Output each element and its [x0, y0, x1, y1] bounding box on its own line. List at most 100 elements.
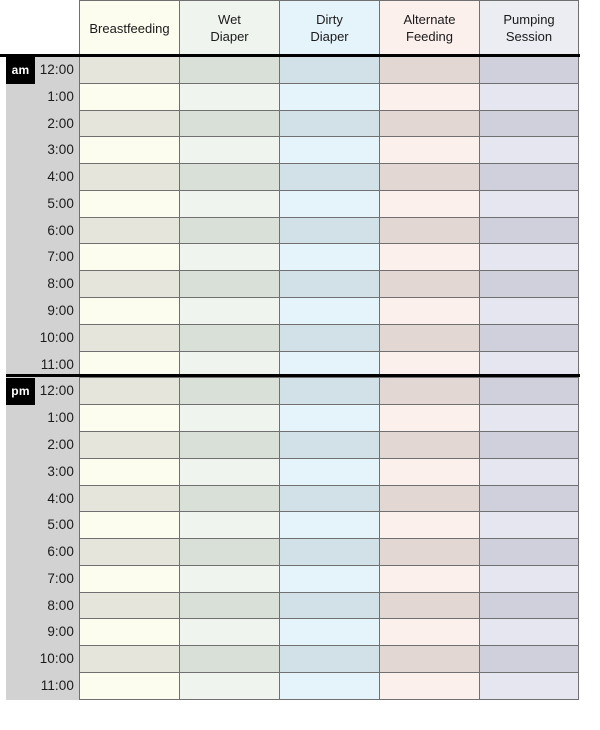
cell-pumping-session-8[interactable] — [480, 271, 578, 299]
cell-dirty-diaper-3[interactable] — [280, 137, 379, 165]
cell-wet-diaper-8[interactable] — [180, 271, 279, 299]
cell-alternate-feeding-9[interactable] — [380, 298, 479, 325]
cell-pumping-session-1[interactable] — [480, 83, 578, 111]
cell-wet-diaper-20[interactable] — [180, 592, 279, 620]
cell-breastfeeding-19[interactable] — [80, 565, 179, 593]
cell-dirty-diaper-21[interactable] — [280, 619, 379, 647]
cell-pumping-session-5[interactable] — [480, 190, 578, 218]
cell-pumping-session-17[interactable] — [480, 512, 578, 540]
cell-pumping-session-15[interactable] — [480, 458, 578, 486]
cell-dirty-diaper-19[interactable] — [280, 565, 379, 593]
cell-wet-diaper-2[interactable] — [180, 110, 279, 138]
cell-alternate-feeding-8[interactable] — [380, 271, 479, 299]
cell-dirty-diaper-13[interactable] — [280, 405, 379, 432]
cell-breastfeeding-20[interactable] — [80, 592, 179, 620]
cell-dirty-diaper-15[interactable] — [280, 458, 379, 486]
cell-pumping-session-23[interactable] — [480, 672, 578, 700]
cell-dirty-diaper-6[interactable] — [280, 217, 379, 245]
cell-alternate-feeding-2[interactable] — [380, 110, 479, 138]
cell-dirty-diaper-23[interactable] — [280, 672, 379, 700]
cell-breastfeeding-3[interactable] — [80, 137, 179, 165]
cell-wet-diaper-18[interactable] — [180, 539, 279, 566]
cell-breastfeeding-21[interactable] — [80, 619, 179, 647]
cell-wet-diaper-10[interactable] — [180, 324, 279, 352]
cell-wet-diaper-11[interactable] — [180, 351, 279, 379]
cell-wet-diaper-4[interactable] — [180, 164, 279, 191]
cell-alternate-feeding-10[interactable] — [380, 324, 479, 352]
cell-dirty-diaper-0[interactable] — [280, 57, 379, 84]
cell-pumping-session-0[interactable] — [480, 57, 578, 84]
cell-pumping-session-18[interactable] — [480, 539, 578, 566]
cell-breastfeeding-4[interactable] — [80, 164, 179, 191]
cell-dirty-diaper-12[interactable] — [280, 378, 379, 406]
cell-dirty-diaper-18[interactable] — [280, 539, 379, 566]
cell-wet-diaper-23[interactable] — [180, 672, 279, 700]
cell-breastfeeding-22[interactable] — [80, 646, 179, 673]
cell-wet-diaper-9[interactable] — [180, 298, 279, 325]
cell-wet-diaper-15[interactable] — [180, 458, 279, 486]
cell-alternate-feeding-14[interactable] — [380, 431, 479, 459]
cell-breastfeeding-14[interactable] — [80, 431, 179, 459]
cell-pumping-session-3[interactable] — [480, 137, 578, 165]
cell-alternate-feeding-18[interactable] — [380, 539, 479, 566]
cell-pumping-session-6[interactable] — [480, 217, 578, 245]
cell-breastfeeding-23[interactable] — [80, 672, 179, 700]
cell-pumping-session-22[interactable] — [480, 646, 578, 673]
cell-wet-diaper-22[interactable] — [180, 646, 279, 673]
cell-alternate-feeding-11[interactable] — [380, 351, 479, 379]
cell-breastfeeding-5[interactable] — [80, 190, 179, 218]
cell-pumping-session-14[interactable] — [480, 431, 578, 459]
cell-alternate-feeding-21[interactable] — [380, 619, 479, 647]
cell-alternate-feeding-20[interactable] — [380, 592, 479, 620]
cell-pumping-session-7[interactable] — [480, 244, 578, 272]
cell-wet-diaper-0[interactable] — [180, 57, 279, 84]
cell-wet-diaper-5[interactable] — [180, 190, 279, 218]
cell-dirty-diaper-20[interactable] — [280, 592, 379, 620]
cell-alternate-feeding-13[interactable] — [380, 405, 479, 432]
cell-breastfeeding-6[interactable] — [80, 217, 179, 245]
cell-dirty-diaper-11[interactable] — [280, 351, 379, 379]
cell-pumping-session-16[interactable] — [480, 485, 578, 513]
cell-dirty-diaper-7[interactable] — [280, 244, 379, 272]
cell-wet-diaper-19[interactable] — [180, 565, 279, 593]
cell-alternate-feeding-7[interactable] — [380, 244, 479, 272]
cell-breastfeeding-15[interactable] — [80, 458, 179, 486]
cell-dirty-diaper-5[interactable] — [280, 190, 379, 218]
cell-breastfeeding-9[interactable] — [80, 298, 179, 325]
cell-breastfeeding-11[interactable] — [80, 351, 179, 379]
cell-alternate-feeding-12[interactable] — [380, 378, 479, 406]
cell-pumping-session-13[interactable] — [480, 405, 578, 432]
cell-wet-diaper-3[interactable] — [180, 137, 279, 165]
cell-breastfeeding-7[interactable] — [80, 244, 179, 272]
cell-dirty-diaper-16[interactable] — [280, 485, 379, 513]
cell-dirty-diaper-10[interactable] — [280, 324, 379, 352]
cell-alternate-feeding-19[interactable] — [380, 565, 479, 593]
cell-breastfeeding-13[interactable] — [80, 405, 179, 432]
cell-breastfeeding-2[interactable] — [80, 110, 179, 138]
cell-breastfeeding-10[interactable] — [80, 324, 179, 352]
cell-wet-diaper-13[interactable] — [180, 405, 279, 432]
cell-wet-diaper-17[interactable] — [180, 512, 279, 540]
cell-breastfeeding-12[interactable] — [80, 378, 179, 406]
cell-dirty-diaper-1[interactable] — [280, 83, 379, 111]
cell-dirty-diaper-8[interactable] — [280, 271, 379, 299]
cell-alternate-feeding-3[interactable] — [380, 137, 479, 165]
cell-wet-diaper-6[interactable] — [180, 217, 279, 245]
cell-wet-diaper-14[interactable] — [180, 431, 279, 459]
cell-pumping-session-11[interactable] — [480, 351, 578, 379]
cell-wet-diaper-1[interactable] — [180, 83, 279, 111]
cell-wet-diaper-12[interactable] — [180, 378, 279, 406]
cell-dirty-diaper-17[interactable] — [280, 512, 379, 540]
cell-breastfeeding-18[interactable] — [80, 539, 179, 566]
cell-breastfeeding-0[interactable] — [80, 57, 179, 84]
cell-alternate-feeding-1[interactable] — [380, 83, 479, 111]
cell-pumping-session-20[interactable] — [480, 592, 578, 620]
cell-alternate-feeding-6[interactable] — [380, 217, 479, 245]
cell-dirty-diaper-14[interactable] — [280, 431, 379, 459]
cell-alternate-feeding-5[interactable] — [380, 190, 479, 218]
cell-wet-diaper-21[interactable] — [180, 619, 279, 647]
cell-pumping-session-2[interactable] — [480, 110, 578, 138]
cell-wet-diaper-16[interactable] — [180, 485, 279, 513]
cell-pumping-session-10[interactable] — [480, 324, 578, 352]
cell-alternate-feeding-22[interactable] — [380, 646, 479, 673]
